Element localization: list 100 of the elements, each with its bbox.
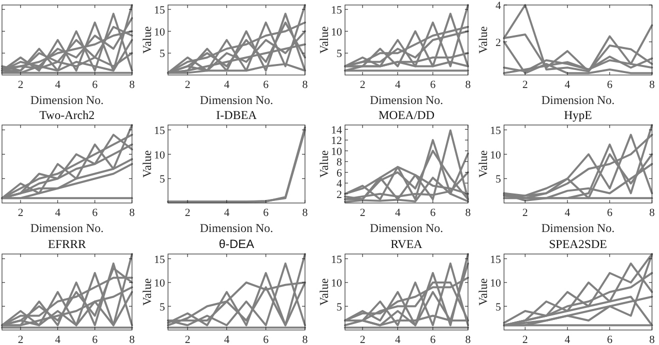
x-tick-label: 2 bbox=[18, 334, 24, 345]
y-axis-title: Value bbox=[140, 150, 154, 178]
x-tick-label: 4 bbox=[564, 79, 571, 91]
x-tick-label: 6 bbox=[430, 334, 436, 345]
x-tick-label: 6 bbox=[92, 334, 98, 345]
x-tick-label: 8 bbox=[302, 79, 308, 91]
x-tick-label: 4 bbox=[224, 334, 230, 345]
x-tick-label: 6 bbox=[263, 79, 270, 91]
x-tick-label: 2 bbox=[360, 79, 366, 91]
x-axis-title: Dimension No. bbox=[200, 93, 274, 107]
y-tick-label: 5 bbox=[160, 301, 166, 314]
x-tick-label: 4 bbox=[394, 79, 401, 91]
y-tick-label: 5 bbox=[496, 174, 502, 186]
x-axis-title: Dimension No. bbox=[370, 93, 444, 107]
x-tick-label: 2 bbox=[18, 207, 24, 219]
x-tick-label: 8 bbox=[129, 79, 136, 91]
x-tick-label: 6 bbox=[606, 79, 613, 91]
x-axis-title: Dimension No. bbox=[200, 221, 274, 235]
x-tick-label: 2 bbox=[522, 334, 528, 345]
x-tick-label: 2 bbox=[522, 207, 528, 219]
x-tick-label: 8 bbox=[302, 334, 308, 345]
y-tick-label: 15 bbox=[154, 124, 166, 137]
y-tick-label: 10 bbox=[154, 278, 166, 290]
y-tick-label: 10 bbox=[331, 278, 342, 290]
y-tick-label: 4 bbox=[496, 0, 502, 12]
x-axis-title: Dimension No. bbox=[370, 221, 444, 235]
x-tick-label: 4 bbox=[54, 334, 61, 345]
y-tick-label: 14 bbox=[331, 124, 342, 136]
x-tick-label: 4 bbox=[564, 207, 571, 219]
x-tick-label: 6 bbox=[92, 207, 98, 219]
x-tick-label: 2 bbox=[18, 79, 24, 91]
chart-title: Two-Arch2 bbox=[39, 108, 95, 122]
y-axis-title: Value bbox=[140, 278, 154, 306]
x-tick-label: 2 bbox=[184, 207, 190, 219]
chart-title: SPEA2SDE bbox=[548, 237, 608, 251]
x-tick-label: 4 bbox=[224, 79, 230, 91]
y-axis-title: Value bbox=[140, 26, 154, 54]
y-axis-title: Value bbox=[317, 26, 331, 54]
x-tick-label: 4 bbox=[54, 79, 61, 91]
x-tick-label: 2 bbox=[522, 79, 528, 91]
x-tick-label: 2 bbox=[184, 79, 190, 91]
y-tick-label: 15 bbox=[331, 4, 342, 16]
x-tick-label: 8 bbox=[129, 334, 136, 345]
x-tick-label: 6 bbox=[606, 334, 613, 345]
x-tick-label: 8 bbox=[302, 207, 308, 219]
y-tick-label: 10 bbox=[331, 146, 342, 158]
chart-title: MOEA/DD bbox=[378, 108, 435, 122]
x-tick-label: 8 bbox=[465, 334, 472, 345]
y-tick-label: 10 bbox=[490, 278, 502, 290]
chart-title: HypE bbox=[564, 108, 592, 122]
x-axis-title: Dimension No. bbox=[541, 221, 615, 235]
y-tick-label: 2 bbox=[336, 188, 342, 201]
y-tick-label: 5 bbox=[336, 48, 342, 60]
y-axis-title: Value bbox=[476, 278, 490, 306]
y-axis-title: Value bbox=[317, 278, 331, 306]
y-tick-label: 10 bbox=[490, 149, 502, 162]
y-tick-label: 10 bbox=[154, 149, 166, 162]
x-tick-label: 8 bbox=[649, 207, 656, 219]
x-tick-label: 6 bbox=[92, 79, 98, 91]
y-tick-label: 15 bbox=[490, 124, 502, 137]
x-tick-label: 6 bbox=[430, 79, 436, 91]
x-axis-title: Dimension No. bbox=[30, 93, 104, 107]
x-tick-label: 4 bbox=[224, 207, 230, 219]
y-tick-label: 2 bbox=[496, 36, 501, 49]
x-tick-label: 2 bbox=[184, 334, 190, 345]
x-tick-label: 4 bbox=[394, 334, 401, 345]
y-tick-label: 5 bbox=[336, 301, 342, 314]
y-tick-label: 8 bbox=[336, 156, 342, 169]
y-tick-label: 5 bbox=[160, 48, 166, 60]
y-tick-label: 10 bbox=[331, 26, 342, 38]
x-tick-label: 4 bbox=[54, 207, 61, 219]
y-tick-label: 5 bbox=[160, 174, 166, 186]
chart-title: θ-DEA bbox=[218, 237, 254, 251]
chart-title: EFRRR bbox=[48, 237, 86, 251]
y-tick-label: 15 bbox=[331, 254, 342, 266]
x-tick-label: 6 bbox=[263, 207, 270, 219]
y-axis-title: Value bbox=[476, 26, 490, 54]
x-tick-label: 6 bbox=[430, 207, 436, 219]
x-axis-title: Dimension No. bbox=[30, 221, 104, 235]
x-tick-label: 8 bbox=[649, 79, 656, 91]
x-tick-label: 8 bbox=[649, 334, 656, 345]
y-tick-label: 12 bbox=[331, 135, 342, 148]
x-tick-label: 6 bbox=[263, 334, 270, 345]
x-tick-label: 4 bbox=[564, 334, 571, 345]
chart-title: RVEA bbox=[390, 237, 423, 251]
x-axis-title: Dimension No. bbox=[541, 93, 615, 107]
x-tick-label: 8 bbox=[465, 207, 472, 219]
x-tick-label: 8 bbox=[129, 207, 136, 219]
y-tick-label: 15 bbox=[154, 4, 166, 16]
y-tick-label: 4 bbox=[336, 178, 342, 190]
y-tick-label: 15 bbox=[490, 254, 502, 266]
y-tick-label: 6 bbox=[336, 167, 342, 180]
y-tick-label: 5 bbox=[496, 301, 502, 314]
x-tick-label: 8 bbox=[465, 79, 472, 91]
x-tick-label: 4 bbox=[394, 207, 401, 219]
y-tick-label: 15 bbox=[154, 254, 166, 266]
y-axis-title: Value bbox=[317, 150, 331, 178]
x-tick-label: 6 bbox=[606, 207, 613, 219]
y-tick-label: 10 bbox=[154, 26, 166, 38]
x-tick-label: 2 bbox=[360, 334, 366, 345]
